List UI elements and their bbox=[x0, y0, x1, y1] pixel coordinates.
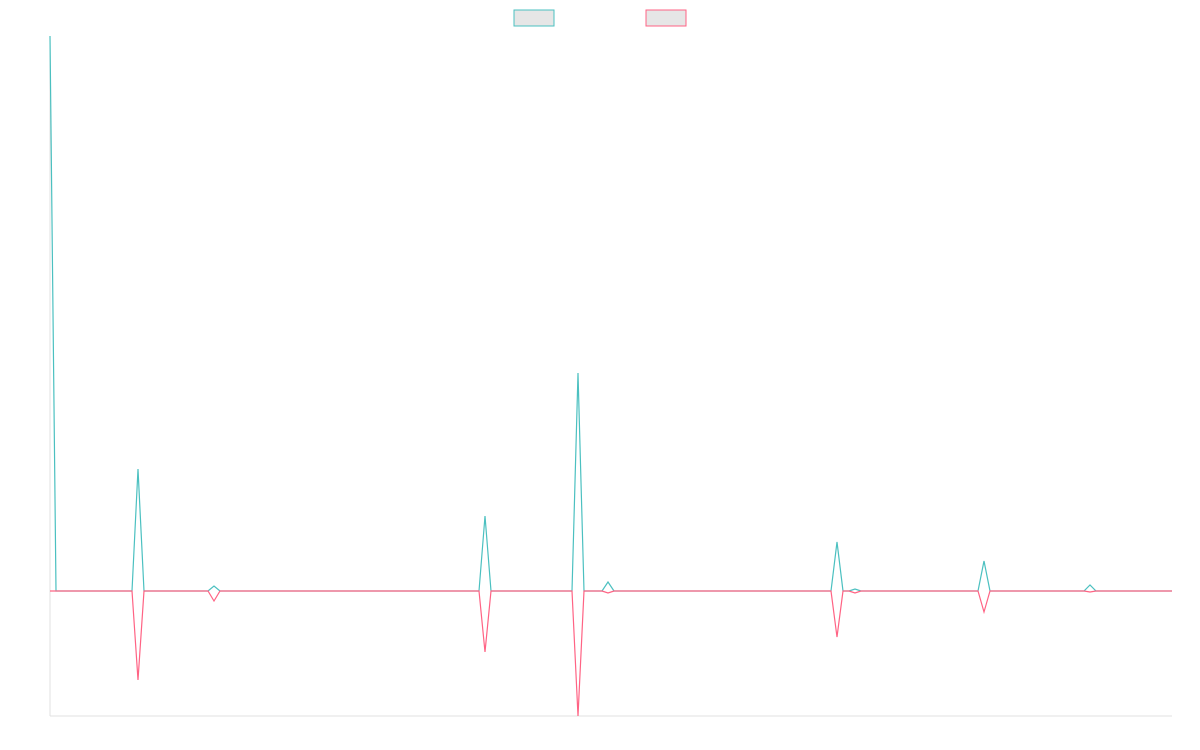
legend-swatch[interactable] bbox=[513, 9, 555, 27]
series-line bbox=[50, 590, 1172, 717]
legend-swatch[interactable] bbox=[645, 9, 687, 27]
series-line bbox=[49, 35, 1172, 592]
